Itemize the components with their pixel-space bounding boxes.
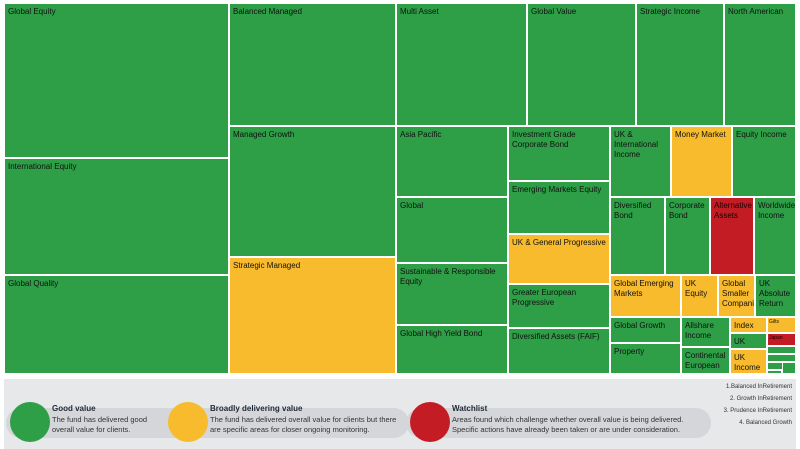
key-entry: 3. Prudence InRetirement — [723, 408, 792, 414]
legend-description: The fund has delivered good overall valu… — [52, 415, 148, 434]
treemap-cell-30: UK Absolute Return — [755, 275, 796, 317]
treemap-cell-32: Allshare Income — [681, 317, 730, 347]
treemap-cell-4: Balanced Managed — [229, 3, 396, 126]
legend-bar: Good value The fund has delivered good o… — [4, 379, 796, 449]
treemap-cell-2: International Equity — [4, 158, 229, 275]
treemap-cell-26: Worldwide Income — [754, 197, 796, 275]
treemap-cell-44 — [782, 362, 796, 374]
legend-watchlist: Watchlist Areas found which challenge wh… — [406, 402, 716, 446]
key-entry: 4. Balanced Growth — [739, 420, 792, 426]
treemap: Global Equity International Equity Global … — [4, 3, 796, 374]
legend-broadly: Broadly delivering value The fund has de… — [164, 402, 414, 446]
watchlist-dot — [410, 402, 450, 442]
treemap-cell-39: Japan — [767, 333, 796, 346]
treemap-cell-38: UK Income — [730, 349, 767, 374]
treemap-cell-35: UK Growth — [730, 333, 767, 349]
treemap-cell-7: Multi Asset — [396, 3, 527, 126]
treemap-cell-27: Global Emerging Markets — [610, 275, 681, 317]
treemap-cell-29: Global Smaller Companies — [718, 275, 755, 317]
key-entry: 1.Balanced InRetirement — [725, 384, 792, 390]
treemap-cell-16: Emerging Markets Equity — [508, 181, 610, 234]
treemap-cell-19: Diversified Assets (FAIF) — [508, 328, 610, 374]
legend-title: Watchlist — [452, 404, 488, 413]
broadly-delivering-dot — [168, 402, 208, 442]
treemap-cell-5: Managed Growth — [229, 126, 396, 257]
treemap-cell-9: Strategic Income — [636, 3, 724, 126]
treemap-cell-22: Equity Income — [732, 126, 796, 197]
treemap-cell-36: Property — [610, 343, 681, 374]
treemap-cell-1: Global Equity — [4, 3, 229, 158]
legend-description: The fund has delivered overall value for… — [210, 415, 397, 434]
treemap-cell-17: UK & General Progressive — [508, 234, 610, 284]
legend-description: Areas found which challenge whether over… — [452, 415, 684, 434]
treemap-cell-21: Money Market — [671, 126, 732, 197]
treemap-cell-12: Global — [396, 197, 508, 263]
fund-key-list: 1.Balanced InRetirement 2. Growth InReti… — [682, 383, 792, 431]
treemap-cell-25: Alternative Assets — [710, 197, 754, 275]
treemap-cell-34: Gilts — [767, 317, 796, 333]
key-entry: 2. Growth InRetirement — [729, 396, 792, 402]
treemap-cell-3: Global Quality — [4, 275, 229, 374]
treemap-cell-40 — [767, 346, 796, 354]
treemap-cell-41 — [767, 354, 796, 362]
treemap-cell-28: UK Equity — [681, 275, 718, 317]
treemap-cell-13: Sustainable & Responsible Equity — [396, 263, 508, 325]
treemap-cell-37: Continental European — [681, 347, 730, 374]
treemap-cell-43 — [767, 370, 782, 374]
good-value-dot — [10, 402, 50, 442]
treemap-cell-10: North American — [724, 3, 796, 126]
legend-title: Good value — [52, 404, 96, 413]
treemap-cell-31: Global Growth — [610, 317, 681, 343]
legend-title: Broadly delivering value — [210, 404, 303, 413]
treemap-cell-14: Global High Yield Bond — [396, 325, 508, 374]
treemap-cell-33: Index Linked Gilts — [730, 317, 767, 333]
treemap-cell-18: Greater European Progressive — [508, 284, 610, 328]
treemap-cell-6: Strategic Managed — [229, 257, 396, 374]
treemap-cell-23: Diversified Bond — [610, 197, 665, 275]
treemap-cell-11: Asia Pacific — [396, 126, 508, 197]
treemap-cell-15: Investment Grade Corporate Bond — [508, 126, 610, 181]
treemap-cell-20: UK & International Income — [610, 126, 671, 197]
treemap-cell-24: Corporate Bond — [665, 197, 710, 275]
treemap-cell-8: Global Value — [527, 3, 636, 126]
